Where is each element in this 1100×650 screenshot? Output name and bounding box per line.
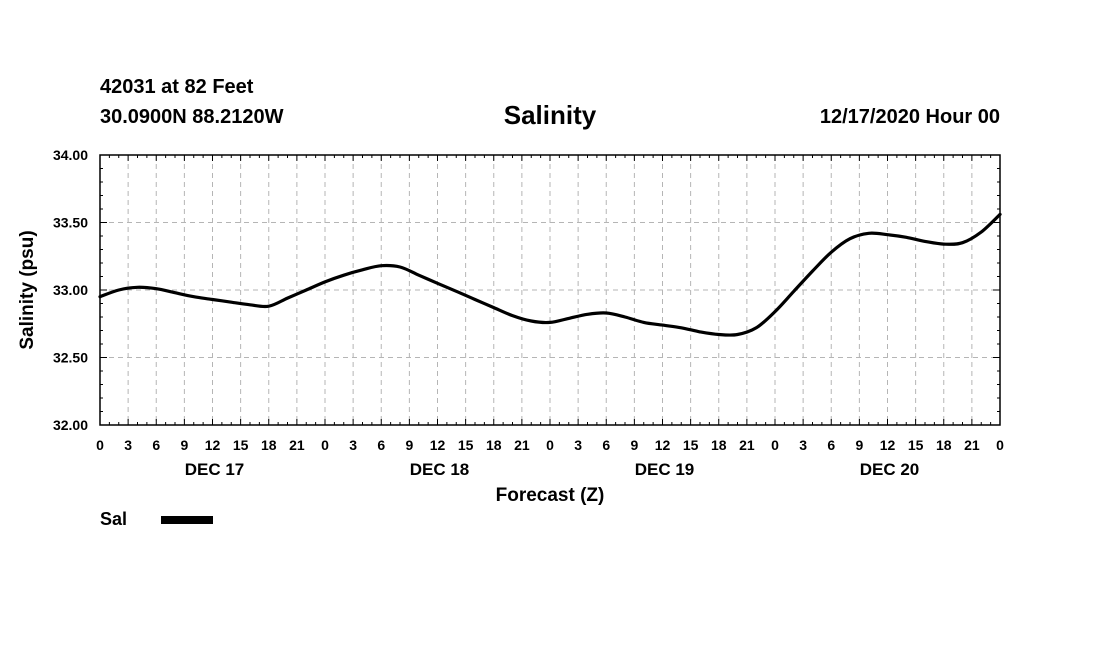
x-tick-label: 0	[771, 437, 779, 453]
x-axis-label: Forecast (Z)	[496, 485, 605, 506]
series-line-sal	[98, 212, 1002, 337]
x-tick-label: 0	[321, 437, 329, 453]
day-label: DEC 17	[185, 460, 245, 479]
x-tick-label: 6	[602, 437, 610, 453]
x-tick-label: 9	[405, 437, 413, 453]
x-tick-label: 18	[936, 437, 952, 453]
y-tick-label: 33.50	[53, 215, 88, 231]
y-tick-label: 32.00	[53, 417, 88, 433]
x-tick-label: 21	[514, 437, 530, 453]
x-tick-label: 3	[349, 437, 357, 453]
x-tick-label: 12	[430, 437, 446, 453]
x-tick-label: 9	[630, 437, 638, 453]
x-tick-label: 18	[486, 437, 502, 453]
x-tick-label: 3	[124, 437, 132, 453]
x-tick-label: 0	[546, 437, 554, 453]
coordinates-label: 30.0900N 88.2120W	[100, 106, 284, 128]
y-axis-label: Salinity (psu)	[17, 230, 38, 349]
run-time-label: 12/17/2020 Hour 00	[819, 106, 1000, 128]
legend-label-sal: Sal	[100, 509, 128, 529]
legend-swatch-sal	[161, 516, 213, 524]
day-label: DEC 18	[410, 460, 470, 479]
grid-lines	[100, 155, 1000, 425]
x-tick-label: 18	[261, 437, 277, 453]
x-tick-label: 0	[996, 437, 1004, 453]
series-layer	[98, 212, 1002, 337]
y-tick-label: 32.50	[53, 350, 88, 366]
day-label: DEC 20	[860, 460, 920, 479]
y-tick-label: 34.00	[53, 147, 88, 163]
x-tick-label: 12	[655, 437, 671, 453]
x-tick-label: 6	[377, 437, 385, 453]
axis-labels: 0 3 6 9 12 15 18 21 0 3 6 9 12 15 18 21 0 3 6 9 12 15 18 21 0 3 6 9…	[17, 147, 1004, 506]
x-tick-label: 0	[96, 437, 104, 453]
x-tick-label: 3	[799, 437, 807, 453]
day-label: DEC 19	[635, 460, 695, 479]
x-tick-label: 9	[180, 437, 188, 453]
axis-ticks	[99, 154, 1001, 426]
x-tick-label: 9	[855, 437, 863, 453]
x-tick-label: 15	[233, 437, 249, 453]
x-tick-label: 18	[711, 437, 727, 453]
x-tick-label: 15	[908, 437, 924, 453]
x-tick-label: 12	[205, 437, 221, 453]
x-tick-label: 3	[574, 437, 582, 453]
x-tick-label: 6	[827, 437, 835, 453]
x-tick-label: 6	[152, 437, 160, 453]
x-tick-label: 15	[683, 437, 699, 453]
x-tick-label: 12	[880, 437, 896, 453]
x-tick-label: 21	[289, 437, 305, 453]
station-label: 42031 at 82 Feet	[100, 76, 254, 98]
x-tick-label: 21	[739, 437, 755, 453]
x-tick-label: 21	[964, 437, 980, 453]
x-tick-label: 15	[458, 437, 474, 453]
y-tick-label: 33.00	[53, 282, 88, 298]
chart-title: Salinity	[503, 100, 597, 130]
